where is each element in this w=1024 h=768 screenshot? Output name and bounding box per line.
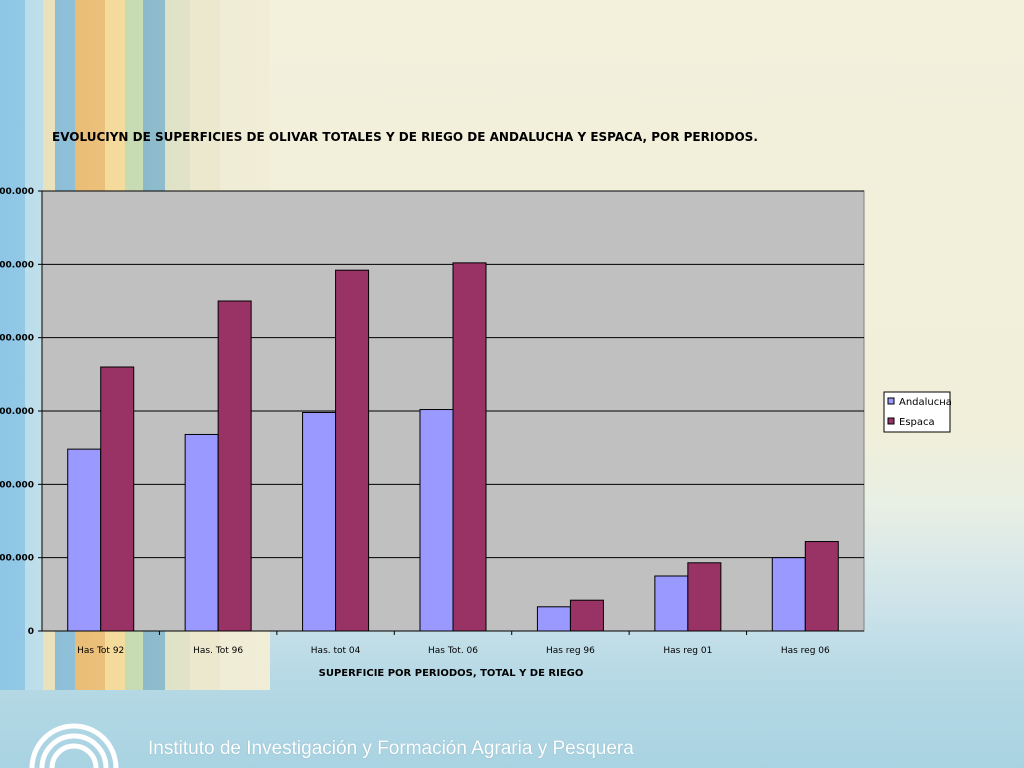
bars xyxy=(67,262,839,632)
y-tick-label: 2.000.000 xyxy=(0,334,34,344)
bar-chart: EVOLUCIYN DE SUPERFICIES DE OLIVAR TOTAL… xyxy=(0,130,952,679)
y-tick-label: 1.500.000 xyxy=(0,407,34,417)
x-tick-label: Has Tot. 06 xyxy=(428,646,478,656)
bar-andalucia xyxy=(67,448,102,632)
bar-espana xyxy=(452,262,487,632)
bar-espana xyxy=(100,366,135,632)
x-tick-label: Has Tot 92 xyxy=(77,646,124,656)
legend-swatch-espana xyxy=(887,417,895,425)
y-axis-tick-labels: 0 500.000 1.000.000 1.500.000 2.000.000 2.500… xyxy=(0,187,34,637)
institute-name: Instituto de Investigación y Formación A… xyxy=(148,738,634,759)
legend-label-andalucia: Andalucнa xyxy=(899,397,952,408)
bar-espana xyxy=(569,599,604,632)
x-tick-label: Has. tot 04 xyxy=(311,646,361,656)
chart-title: EVOLUCIYN DE SUPERFICIES DE OLIVAR TOTAL… xyxy=(52,130,758,144)
y-tick-label: 2.500.000 xyxy=(0,260,34,270)
y-tick-label: 3.000.000 xyxy=(0,187,34,197)
bar-andalucia xyxy=(654,575,689,632)
bar-andalucia xyxy=(184,433,219,632)
bar-espana xyxy=(687,562,722,632)
y-tick-label: 0 xyxy=(28,627,34,637)
bar-espana xyxy=(335,269,370,632)
x-axis-tick-labels: Has Tot 92 Has. Tot 96 Has. tot 04 Has Tot.… xyxy=(77,631,830,656)
x-axis-title: SUPERFICIE POR PERIODOS, TOTAL Y DE RIEG… xyxy=(319,668,584,679)
junta-andalucia-logo xyxy=(29,723,119,768)
bar-andalucia xyxy=(536,606,571,632)
bar-andalucia xyxy=(771,557,806,632)
x-tick-label: Has reg 01 xyxy=(663,646,712,656)
legend-swatch-andalucia xyxy=(887,397,895,405)
legend-box xyxy=(883,391,951,433)
x-tick-label: Has. Tot 96 xyxy=(193,646,243,656)
bar-espana xyxy=(804,541,839,632)
bar-espana xyxy=(217,300,252,632)
x-tick-label: Has reg 96 xyxy=(546,646,595,656)
y-tick-label: 500.000 xyxy=(0,554,34,564)
bar-andalucia xyxy=(419,409,454,632)
bar-andalucia xyxy=(302,411,337,632)
legend-label-espana: Espaca xyxy=(899,417,935,428)
y-tick-label: 1.000.000 xyxy=(0,480,34,490)
x-tick-label: Has reg 06 xyxy=(781,646,830,656)
legend: Andalucнa Espaca xyxy=(883,391,952,433)
